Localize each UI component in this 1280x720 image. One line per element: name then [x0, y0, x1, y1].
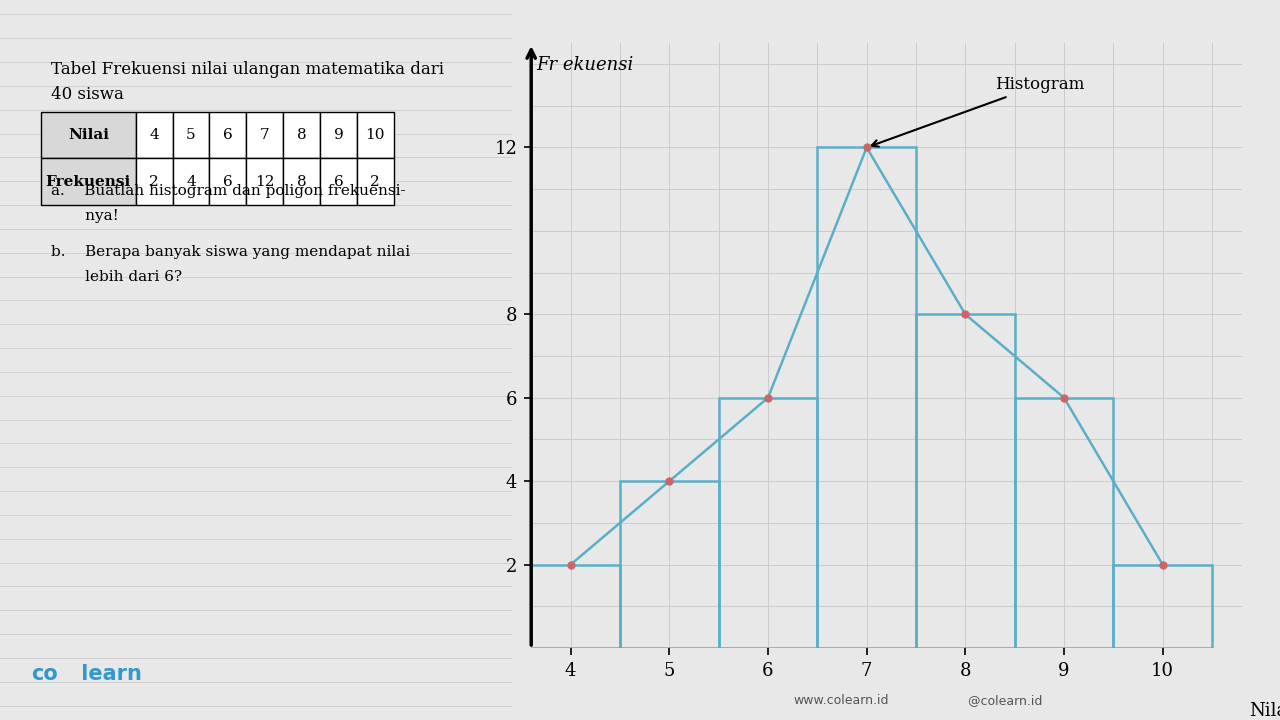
Text: 40 siswa: 40 siswa	[51, 86, 124, 104]
Bar	[210, 112, 246, 158]
Text: 5: 5	[186, 128, 196, 142]
Bar	[283, 112, 320, 158]
Text: 4: 4	[186, 175, 196, 189]
Text: 8: 8	[297, 175, 306, 189]
Text: 12: 12	[255, 175, 274, 189]
Text: 2: 2	[370, 175, 380, 189]
Text: Tabel Frekuensi nilai ulangan matematika dari: Tabel Frekuensi nilai ulangan matematika…	[51, 61, 444, 78]
Bar	[1015, 397, 1114, 648]
Bar	[620, 481, 718, 648]
Bar	[320, 158, 357, 205]
Bar	[41, 112, 136, 158]
Text: Frekuensi: Frekuensi	[46, 175, 131, 189]
Bar	[818, 148, 916, 648]
Text: @colearn.id: @colearn.id	[960, 694, 1042, 707]
Bar	[357, 112, 394, 158]
Text: 6: 6	[334, 175, 343, 189]
Text: co: co	[31, 664, 58, 684]
Text: 8: 8	[297, 128, 306, 142]
Text: Fr ekuensi: Fr ekuensi	[536, 55, 634, 73]
Bar	[521, 564, 620, 648]
Bar	[1114, 564, 1212, 648]
Bar	[320, 112, 357, 158]
Text: Histogram: Histogram	[872, 76, 1084, 147]
Text: 9: 9	[334, 128, 343, 142]
Bar	[41, 158, 136, 205]
Point	[856, 142, 877, 153]
Text: b.    Berapa banyak siswa yang mendapat nilai: b. Berapa banyak siswa yang mendapat nil…	[51, 245, 411, 258]
Bar	[357, 158, 394, 205]
Text: 6: 6	[223, 128, 233, 142]
Bar	[246, 112, 283, 158]
Text: 4: 4	[150, 128, 159, 142]
Text: 7: 7	[260, 128, 270, 142]
Text: 2: 2	[150, 175, 159, 189]
Bar	[283, 158, 320, 205]
Text: 6: 6	[223, 175, 233, 189]
Text: lebih dari 6?: lebih dari 6?	[51, 270, 182, 284]
Bar	[136, 158, 173, 205]
Text: www.colearn.id: www.colearn.id	[794, 694, 890, 707]
Point	[659, 475, 680, 487]
Bar	[210, 158, 246, 205]
Bar	[916, 315, 1015, 648]
Text: learn: learn	[74, 664, 142, 684]
Point	[955, 309, 975, 320]
Text: 10: 10	[366, 128, 385, 142]
Text: a.    Buatlah histogram dan poligon frekuensi-: a. Buatlah histogram dan poligon frekuen…	[51, 184, 406, 197]
Bar	[718, 397, 818, 648]
Text: Nilai: Nilai	[1249, 701, 1280, 719]
Point	[758, 392, 778, 403]
Bar	[136, 112, 173, 158]
Point	[561, 559, 581, 570]
Bar	[173, 158, 210, 205]
Point	[1152, 559, 1172, 570]
Point	[1053, 392, 1074, 403]
Bar	[173, 112, 210, 158]
Text: nya!: nya!	[51, 209, 119, 222]
Bar	[246, 158, 283, 205]
Text: Nilai: Nilai	[68, 128, 109, 142]
